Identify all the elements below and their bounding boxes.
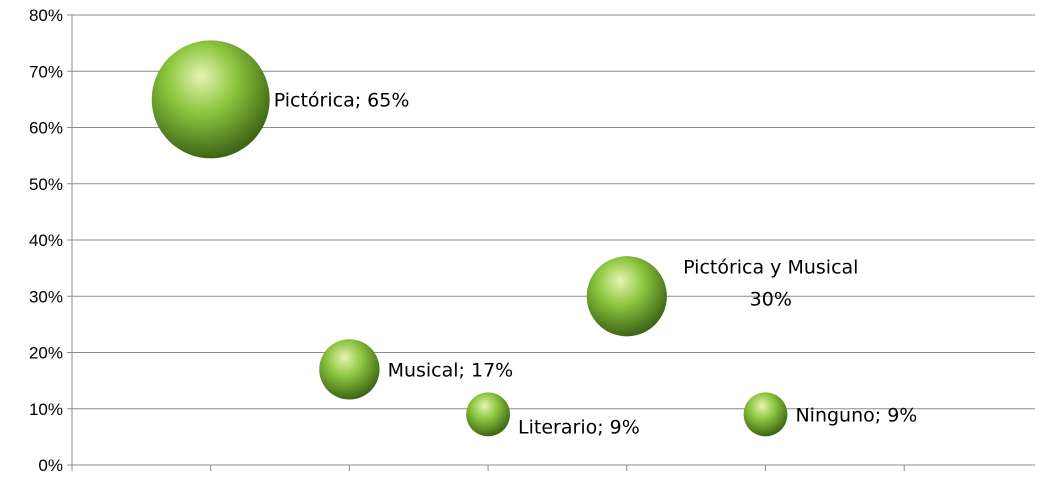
y-tick-label: 60% (29, 119, 63, 138)
bubble-pict-rica (151, 40, 270, 159)
data-label: Pictórica y Musical 30% (683, 256, 858, 310)
y-tick-label: 80% (29, 6, 63, 25)
data-label-line: Ninguno; 9% (795, 404, 917, 426)
bubble-series (151, 40, 788, 437)
y-tick-label: 20% (29, 344, 63, 363)
data-label: Literario; 9% (518, 416, 640, 438)
data-label-line: Pictórica y Musical (683, 256, 858, 278)
data-label: Ninguno; 9% (795, 404, 917, 426)
data-label-line: Musical; 17% (388, 359, 514, 381)
data-label-line: 30% (750, 288, 792, 310)
data-label-line: Literario; 9% (518, 416, 640, 438)
data-label-line: Pictórica; 65% (274, 89, 410, 111)
y-tick-label: 30% (29, 287, 63, 306)
data-label: Musical; 17% (388, 359, 514, 381)
data-label: Pictórica; 65% (274, 89, 410, 111)
bubble-pict-rica-y-musical (586, 256, 667, 337)
bubble-literario (466, 392, 511, 437)
y-tick-label: 10% (29, 400, 63, 419)
y-tick-label: 0% (38, 456, 63, 475)
data-labels: Pictórica; 65% Musical; 17% Literario; 9% P… (274, 89, 918, 438)
y-axis-tick-labels: 0% 10% 20% 30% 40% 50% 60% 70% 80% (29, 6, 73, 475)
bubble-musical (319, 339, 380, 400)
x-axis (71, 464, 1035, 471)
y-tick-label: 70% (29, 62, 63, 81)
y-tick-label: 40% (29, 231, 63, 250)
y-tick-label: 50% (29, 175, 63, 194)
bubble-ninguno (743, 392, 788, 437)
